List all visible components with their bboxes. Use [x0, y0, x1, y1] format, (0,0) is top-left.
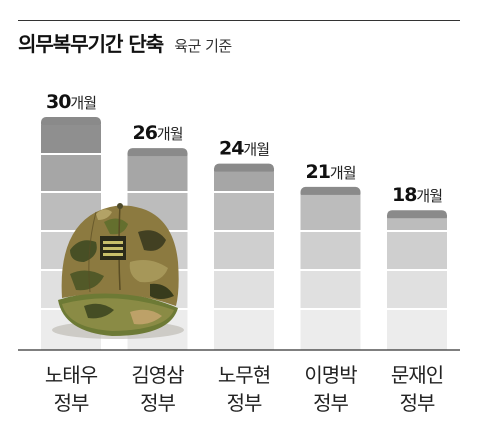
bar-band [214, 171, 274, 191]
category-sublabel-3: 정부 [227, 391, 262, 415]
top-rule [18, 20, 460, 21]
bar-band [214, 232, 274, 269]
bar-band [214, 271, 274, 308]
value-unit: 개월 [243, 141, 269, 159]
value-unit: 개월 [416, 187, 442, 205]
category-sublabel-1: 정부 [54, 391, 89, 415]
value-number: 30 [46, 91, 71, 113]
category-label-4: 이명박 [304, 363, 357, 387]
value-label-2: 26개월 [132, 122, 182, 144]
category-label-1: 노태우 [45, 363, 98, 387]
bar-band [41, 125, 101, 153]
bar-band [300, 232, 361, 269]
bar-band [300, 310, 361, 350]
bar-band [214, 310, 274, 350]
value-number: 18 [392, 184, 417, 206]
category-sublabel-2: 정부 [140, 391, 175, 415]
value-unit: 개월 [70, 94, 96, 112]
bar-band [387, 232, 447, 269]
value-number: 21 [305, 161, 329, 183]
category-sublabel-5: 정부 [400, 391, 435, 415]
chart-title: 의무복무기간 단축 [18, 32, 164, 56]
bar-3 [214, 163, 274, 350]
bar-band [127, 156, 188, 191]
bar-band [300, 271, 361, 308]
category-label-5: 문재인 [391, 363, 443, 387]
category-label-2: 김영삼 [131, 363, 184, 387]
military-cap-icon [52, 203, 184, 339]
category-sublabel-4: 정부 [313, 391, 348, 415]
title-row: 의무복무기간 단축 육군 기준 [18, 28, 232, 57]
value-label-1: 30개월 [46, 91, 96, 113]
bar-band [214, 193, 274, 230]
chart-subtitle: 육군 기준 [174, 37, 232, 55]
bar-4 [300, 186, 361, 350]
value-label-4: 21개월 [305, 161, 355, 183]
labels-layer: 30개월노태우정부26개월김영삼정부24개월노무현정부21개월이명박정부18개월… [45, 91, 444, 415]
value-unit: 개월 [330, 164, 356, 182]
bar-band [387, 218, 447, 230]
value-label-3: 24개월 [219, 138, 269, 160]
bar-5 [387, 210, 447, 350]
category-label-3: 노무현 [218, 363, 270, 387]
value-unit: 개월 [157, 125, 183, 143]
bar-band [41, 155, 101, 191]
value-label-5: 18개월 [392, 184, 442, 206]
bar-band [300, 194, 361, 230]
value-number: 24 [219, 138, 244, 160]
value-number: 26 [132, 122, 157, 144]
bar-band [387, 271, 447, 308]
bar-band [387, 310, 447, 350]
